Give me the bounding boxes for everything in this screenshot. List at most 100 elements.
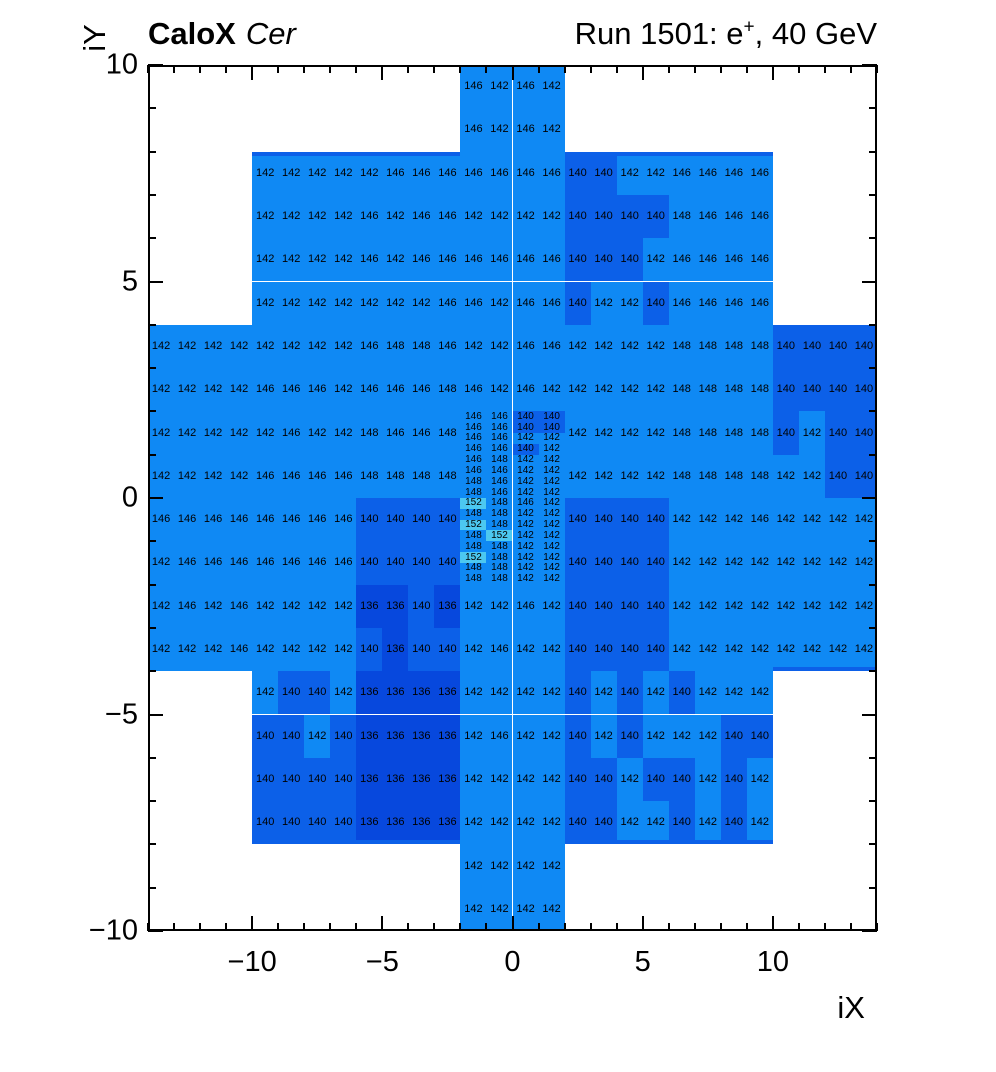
cell-value: 140 bbox=[854, 426, 874, 439]
heatmap-cell: 146 bbox=[460, 108, 487, 152]
cell-value: 140 bbox=[620, 210, 639, 223]
cell-value: 142 bbox=[750, 686, 769, 699]
heatmap-cell: 142 bbox=[772, 541, 799, 585]
cell-value: 146 bbox=[490, 643, 509, 656]
heatmap-cell: 142 bbox=[668, 584, 695, 628]
cell-value: 148 bbox=[672, 210, 691, 223]
heatmap-cell: 142 bbox=[330, 324, 357, 369]
cell-value: 148 bbox=[360, 426, 379, 439]
heatmap-cell: 140 bbox=[590, 151, 617, 195]
cell-value: 140 bbox=[282, 816, 301, 829]
heatmap-cell: 140 bbox=[642, 498, 669, 542]
heatmap-cell: 142 bbox=[720, 498, 747, 542]
heatmap-cell: 142 bbox=[538, 671, 565, 715]
cell-value: 142 bbox=[750, 599, 769, 612]
cell-value: 140 bbox=[438, 643, 457, 656]
heatmap-cell: 146 bbox=[304, 454, 331, 498]
cell-value: 140 bbox=[594, 166, 613, 179]
cell-value: 146 bbox=[516, 123, 535, 136]
cell-value: 142 bbox=[543, 529, 560, 541]
axis-tick bbox=[173, 923, 176, 931]
heatmap-cell: 142 bbox=[616, 757, 643, 802]
cell-value: 140 bbox=[308, 772, 327, 785]
cell-value: 142 bbox=[517, 508, 534, 520]
cell-value: 142 bbox=[464, 643, 483, 656]
cell-value: 142 bbox=[203, 643, 223, 656]
heatmap-cell: 142 bbox=[512, 455, 539, 466]
cell-value: 142 bbox=[516, 859, 535, 872]
heatmap-cell: 142 bbox=[278, 281, 305, 325]
axis-tick bbox=[869, 583, 877, 586]
cell-value: 146 bbox=[334, 513, 353, 526]
cell-value: 142 bbox=[255, 166, 275, 179]
heatmap-cell: 142 bbox=[694, 541, 721, 585]
heatmap-cell: 142 bbox=[538, 465, 565, 477]
heatmap-cell: 140 bbox=[434, 627, 461, 672]
heatmap-cell: 148 bbox=[668, 324, 695, 369]
heatmap-cell: 136 bbox=[408, 714, 435, 758]
heatmap-cell: 142 bbox=[538, 563, 565, 574]
heatmap-cell: 140 bbox=[616, 584, 643, 628]
heatmap-cell: 140 bbox=[538, 422, 565, 434]
axis-tick bbox=[823, 923, 826, 931]
cell-value: 142 bbox=[203, 426, 223, 439]
heatmap-cell: 142 bbox=[772, 454, 799, 498]
heatmap-cell: 140 bbox=[564, 801, 591, 845]
cell-value: 146 bbox=[229, 599, 249, 612]
cell-value: 142 bbox=[517, 519, 534, 531]
heatmap-cell: 142 bbox=[278, 238, 305, 282]
heatmap-cell: 140 bbox=[304, 671, 331, 715]
heatmap-cell: 136 bbox=[408, 671, 435, 715]
cell-value: 146 bbox=[412, 253, 431, 266]
axis-tick bbox=[148, 497, 163, 499]
cell-value: 140 bbox=[620, 253, 639, 266]
heatmap-cell: 140 bbox=[564, 671, 591, 715]
heatmap-cell: 142 bbox=[304, 584, 331, 628]
cell-value: 146 bbox=[542, 166, 561, 179]
heatmap-cell: 146 bbox=[512, 281, 539, 325]
heatmap-cell: 142 bbox=[486, 108, 513, 152]
heatmap-cell: 142 bbox=[538, 476, 565, 488]
cell-value: 140 bbox=[828, 339, 848, 352]
cell-value: 152 bbox=[491, 529, 508, 541]
heatmap-cell: 146 bbox=[694, 281, 721, 325]
heatmap-cell: 142 bbox=[746, 801, 773, 845]
cell-value: 142 bbox=[724, 643, 743, 656]
heatmap-cell: 140 bbox=[356, 541, 383, 585]
heatmap-cell: 146 bbox=[486, 411, 513, 423]
cell-value: 142 bbox=[464, 816, 483, 829]
heatmap-cell: 152 bbox=[486, 529, 513, 542]
heatmap-cell: 136 bbox=[382, 714, 409, 758]
axis-tick bbox=[745, 65, 748, 73]
cell-value: 142 bbox=[203, 469, 223, 482]
cell-value: 148 bbox=[491, 540, 508, 552]
cell-value: 142 bbox=[620, 383, 639, 396]
heatmap-cell: 146 bbox=[460, 455, 487, 466]
heatmap-cell: 142 bbox=[616, 368, 643, 412]
cell-value: 148 bbox=[465, 508, 482, 520]
heatmap-cell: 146 bbox=[278, 454, 305, 498]
cell-value: 142 bbox=[308, 296, 327, 309]
cell-value: 142 bbox=[594, 383, 613, 396]
heatmap-cell: 140 bbox=[850, 324, 877, 369]
heatmap-cell: 140 bbox=[564, 757, 591, 802]
cell-value: 142 bbox=[229, 339, 249, 352]
cell-value: 142 bbox=[151, 556, 171, 569]
cell-value: 142 bbox=[698, 513, 717, 526]
axis-tick bbox=[148, 280, 163, 283]
cell-value: 142 bbox=[516, 772, 535, 785]
cell-value: 140 bbox=[750, 729, 769, 742]
cell-value: 140 bbox=[828, 469, 848, 482]
heatmap-cell: 140 bbox=[538, 411, 565, 423]
cell-value: 142 bbox=[464, 686, 483, 699]
cell-value: 136 bbox=[360, 599, 379, 612]
cell-value: 142 bbox=[308, 643, 327, 656]
heatmap-cell: 140 bbox=[720, 801, 747, 845]
heatmap-cell: 142 bbox=[538, 541, 565, 553]
heatmap-cell: 142 bbox=[694, 671, 721, 715]
cell-value: 142 bbox=[568, 469, 587, 482]
cell-value: 142 bbox=[203, 599, 223, 612]
heatmap-cell: 140 bbox=[850, 368, 877, 412]
heatmap-cell: 140 bbox=[824, 411, 851, 455]
cell-value: 140 bbox=[828, 426, 848, 439]
